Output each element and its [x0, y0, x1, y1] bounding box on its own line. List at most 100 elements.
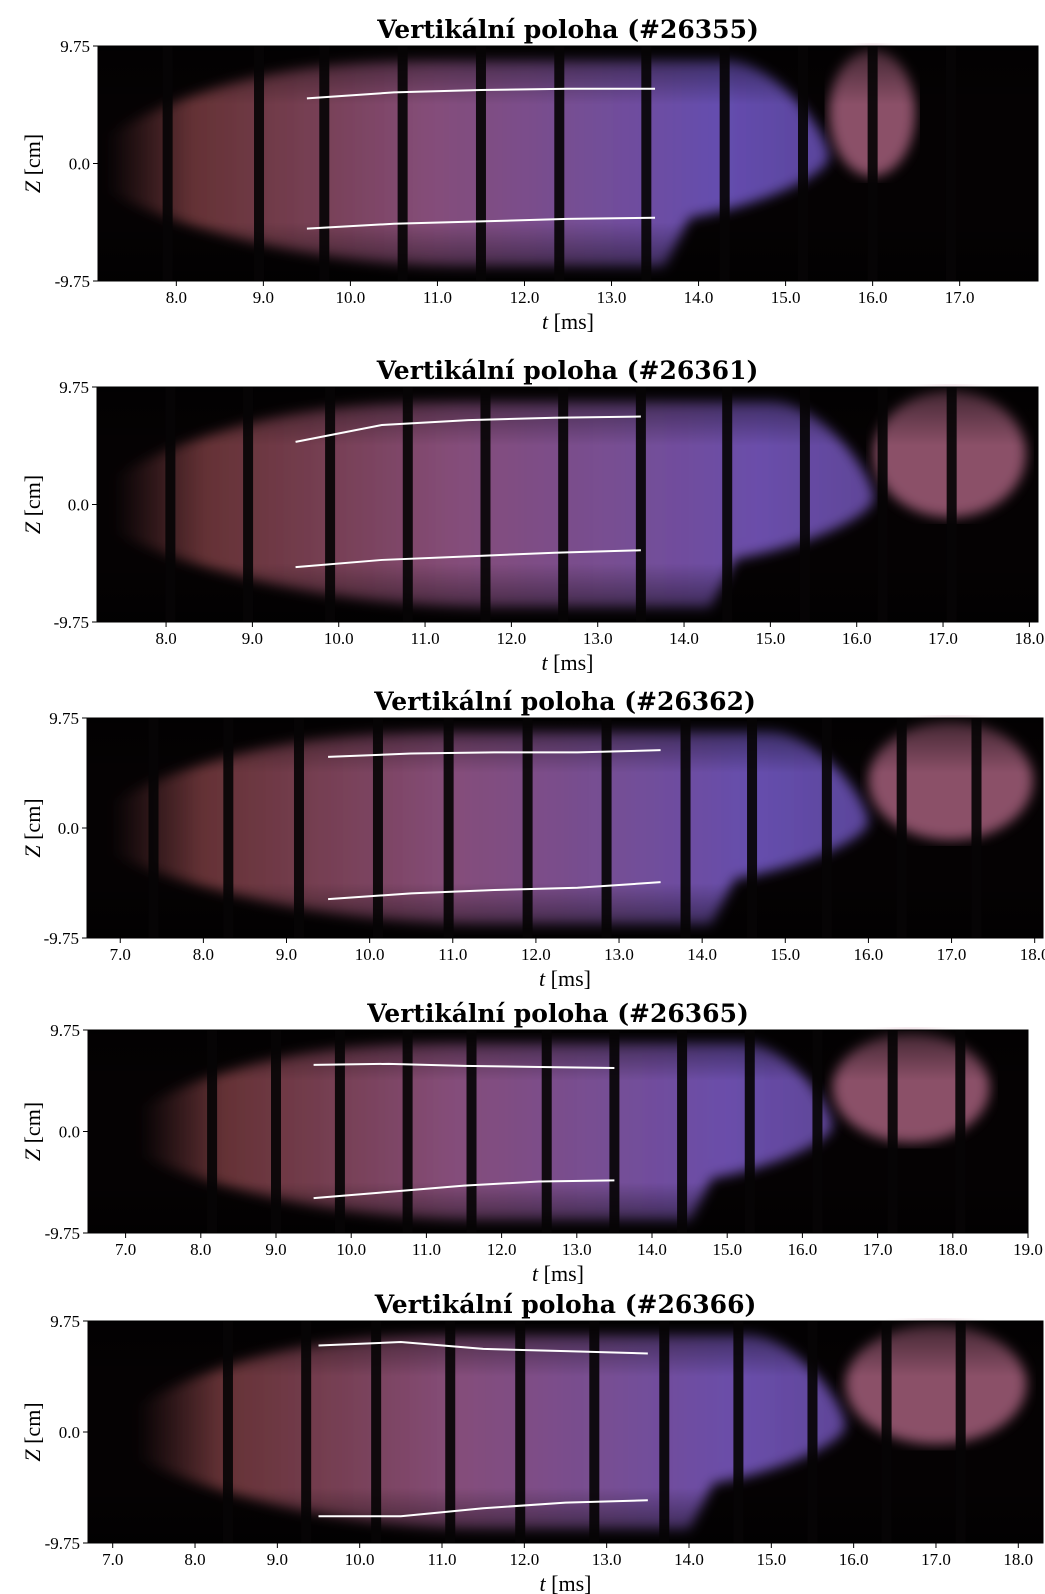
- x-tick-label: 9.0: [253, 288, 274, 307]
- x-tick-label: 13.0: [583, 629, 613, 648]
- frame-gap-10: [881, 1321, 892, 1543]
- frame-gap-2: [271, 1030, 281, 1233]
- upper-boundary-line: [328, 749, 661, 758]
- x-tick-label: 16.0: [788, 1240, 818, 1259]
- x-tick-label: 11.0: [410, 629, 439, 648]
- x-tick-label: 12.0: [497, 629, 527, 648]
- x-tick-label: 9.0: [267, 1550, 288, 1569]
- frame-gap-4: [397, 46, 408, 281]
- y-tick-label: 9.75: [50, 1021, 80, 1040]
- frame-gap-9: [807, 1321, 818, 1543]
- x-axis-label: t [ms]: [539, 966, 591, 991]
- x-tick-label: 14.0: [687, 945, 717, 964]
- x-tick-label: 16.0: [842, 629, 872, 648]
- x-axis-variable: t: [542, 309, 549, 334]
- x-tick-label: 15.0: [712, 1240, 742, 1259]
- frame-gap-8: [677, 1030, 688, 1233]
- frame-gap-2: [223, 718, 234, 938]
- x-tick-label: 17.0: [863, 1240, 893, 1259]
- x-tick-label: 13.0: [592, 1550, 622, 1569]
- x-tick-label: 10.0: [345, 1550, 375, 1569]
- x-tick-label: 14.0: [674, 1550, 704, 1569]
- chart-panel-3: 7.0 8.0 9.0 10.0 11.0 12.0 13.0 14.0 15.0 16.0 17.…: [20, 687, 1045, 991]
- frame-gap-6: [522, 718, 533, 938]
- edge-shadow: [88, 1030, 1028, 1233]
- x-tick-label: 15.0: [770, 945, 800, 964]
- frame-gap-9: [798, 46, 808, 281]
- frame-gap-2: [243, 387, 254, 622]
- x-axis-label: t [ms]: [542, 309, 594, 334]
- frame-gap-8: [719, 46, 730, 281]
- y-tick-label: 0.0: [68, 496, 89, 515]
- x-tick-label: 17.0: [928, 629, 958, 648]
- x-tick-label: 8.0: [155, 629, 176, 648]
- frame-gap-9: [799, 387, 810, 622]
- frame-gap-1: [148, 718, 159, 938]
- x-tick-label: 12.0: [521, 945, 551, 964]
- y-tick-label: 9.75: [49, 709, 79, 728]
- x-tick-label: 8.0: [193, 945, 214, 964]
- y-axis-unit: [cm]: [20, 798, 45, 840]
- x-tick-label: 12.0: [510, 288, 540, 307]
- y-axis-variable: Z: [20, 1449, 45, 1462]
- x-tick-label: 18.0: [938, 1240, 968, 1259]
- x-tick-label: 16.0: [839, 1550, 869, 1569]
- x-tick-label: 17.0: [921, 1550, 951, 1569]
- x-axis-variable: t: [532, 1261, 539, 1286]
- upper-boundary-line: [295, 415, 641, 443]
- x-axis-unit: [ms]: [551, 1571, 591, 1594]
- chart-panel-5: 7.0 8.0 9.0 10.0 11.0 12.0 13.0 14.0 15.0 16.0 17.…: [20, 1290, 1044, 1594]
- x-tick-label: 18.0: [1003, 1550, 1033, 1569]
- x-tick-label: 10.0: [336, 288, 366, 307]
- frame-gap-8: [733, 1321, 744, 1543]
- x-axis-unit: [ms]: [551, 966, 591, 991]
- frame-gap-3: [319, 46, 330, 281]
- x-tick-label: 10.0: [336, 1240, 366, 1259]
- x-tick-label: 8.0: [166, 288, 187, 307]
- x-tick-label: 13.0: [604, 945, 634, 964]
- y-tick-label: -9.75: [54, 613, 89, 632]
- y-tick-label: -9.75: [55, 272, 90, 291]
- y-axis-label: Z [cm]: [20, 1402, 45, 1461]
- x-tick-label: 13.0: [597, 288, 627, 307]
- y-tick-label: 9.75: [50, 1312, 80, 1331]
- frame-gap-6: [554, 46, 565, 281]
- frame-gap-10: [812, 1030, 823, 1233]
- x-tick-label: 9.0: [242, 629, 263, 648]
- x-tick-label: 10.0: [355, 945, 385, 964]
- y-axis-variable: Z: [20, 180, 45, 193]
- frame-gap-11: [946, 387, 957, 622]
- x-tick-label: 14.0: [684, 288, 714, 307]
- x-axis-variable: t: [539, 966, 546, 991]
- frame-gap-5: [443, 718, 454, 938]
- y-axis-unit: [cm]: [20, 134, 45, 176]
- frame-gap-11: [955, 1321, 966, 1543]
- chart-panel-4: 7.0 8.0 9.0 10.0 11.0 12.0 13.0 14.0 15.0 16.0 17.…: [20, 999, 1043, 1286]
- x-tick-label: 11.0: [438, 945, 467, 964]
- y-axis-unit: [cm]: [20, 1402, 45, 1444]
- y-axis-variable: Z: [20, 521, 45, 534]
- x-tick-label: 12.0: [509, 1550, 539, 1569]
- frame-gap-6: [558, 387, 569, 622]
- frame-gap-6: [541, 1030, 552, 1233]
- y-tick-label: -9.75: [45, 1224, 80, 1243]
- frame-gap-2: [254, 46, 265, 281]
- x-axis-label: t [ms]: [532, 1261, 584, 1286]
- y-tick-label: 9.75: [60, 37, 90, 56]
- frame-gap-10: [877, 387, 888, 622]
- x-tick-label: 8.0: [184, 1550, 205, 1569]
- x-tick-label: 13.0: [562, 1240, 592, 1259]
- chart-title: Vertikální poloha (#26365): [366, 999, 749, 1028]
- frame-gap-3: [334, 1030, 345, 1233]
- x-tick-label: 15.0: [771, 288, 801, 307]
- x-tick-label: 15.0: [756, 1550, 786, 1569]
- frame-gap-5: [480, 387, 491, 622]
- y-axis-variable: Z: [20, 1148, 45, 1161]
- frame-gap-5: [515, 1321, 526, 1543]
- frame-gap-11: [887, 1030, 898, 1233]
- x-tick-label: 7.0: [102, 1550, 123, 1569]
- frame-gap-1: [162, 46, 173, 281]
- lower-boundary-line: [313, 1179, 615, 1200]
- x-tick-label: 11.0: [412, 1240, 441, 1259]
